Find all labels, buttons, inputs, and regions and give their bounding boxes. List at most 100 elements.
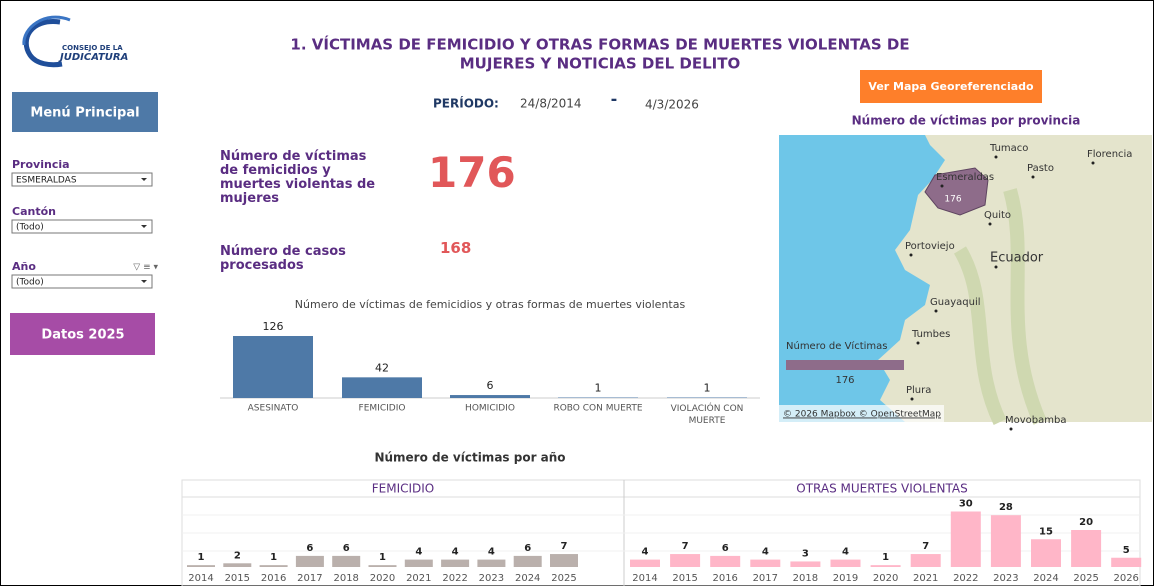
x-tick-label: 2025 bbox=[1073, 573, 1098, 584]
x-tick-label: 2015 bbox=[672, 573, 697, 584]
dropdown-arrow[interactable] bbox=[141, 225, 147, 228]
data-button[interactable] bbox=[10, 313, 155, 355]
bar bbox=[550, 554, 578, 567]
filter-select[interactable] bbox=[11, 172, 153, 187]
data-label: 7 bbox=[682, 541, 689, 552]
data-label: 4 bbox=[488, 547, 495, 558]
x-tick-label: 2016 bbox=[712, 573, 737, 584]
x-tick-label: 2014 bbox=[632, 573, 657, 584]
filter-select[interactable] bbox=[11, 219, 153, 234]
bar bbox=[259, 565, 288, 567]
bar bbox=[450, 395, 530, 398]
period-end: 4/3/2026 bbox=[645, 98, 699, 112]
map-label: Florencia bbox=[1087, 149, 1132, 160]
bar bbox=[790, 561, 821, 567]
map-label: Tumaco bbox=[989, 143, 1028, 154]
map-label: Guayaquil bbox=[930, 297, 981, 308]
map-city-dot bbox=[994, 155, 998, 159]
period-separator: - bbox=[611, 90, 618, 109]
x-tick-label: 2022 bbox=[442, 573, 467, 584]
map-legend-bar bbox=[786, 360, 904, 370]
logo-text: JUDICATURA bbox=[58, 52, 128, 63]
map-terrain bbox=[953, 188, 1047, 426]
filter-label: Provincia bbox=[12, 158, 70, 171]
bar bbox=[1071, 530, 1102, 567]
data-label: 126 bbox=[263, 320, 284, 333]
filter-value[interactable]: (Todo) bbox=[16, 223, 44, 233]
title: MUJERES Y NOTICIAS DEL DELITO bbox=[460, 55, 740, 73]
data-button-label[interactable]: Datos 2025 bbox=[41, 328, 124, 343]
data-label: 28 bbox=[999, 502, 1013, 513]
x-tick-label: 2015 bbox=[225, 573, 250, 584]
filter-value[interactable]: ESMERALDAS bbox=[16, 176, 77, 186]
map-city-dot bbox=[916, 341, 920, 345]
map-button[interactable] bbox=[860, 70, 1042, 103]
x-tick-label: 2021 bbox=[406, 573, 431, 584]
data-label: 7 bbox=[922, 541, 929, 552]
data-label: 1 bbox=[704, 382, 711, 395]
data-label: 7 bbox=[561, 541, 568, 552]
data-label: 15 bbox=[1039, 526, 1053, 537]
x-tick-label: 2020 bbox=[370, 573, 395, 584]
bar bbox=[670, 554, 701, 567]
dropdown-arrow[interactable] bbox=[141, 280, 147, 283]
map-label: Movobamba bbox=[1005, 415, 1066, 426]
x-tick-label: 2020 bbox=[873, 573, 898, 584]
data-label: 1 bbox=[595, 382, 602, 395]
x-tick-label: 2019 bbox=[833, 573, 858, 584]
map-city-dot bbox=[994, 265, 998, 269]
bar bbox=[830, 559, 861, 567]
menu-button-label[interactable]: Menú Principal bbox=[30, 106, 139, 121]
x-tick-label: ROBO CON MUERTE bbox=[553, 404, 642, 414]
data-label: 5 bbox=[1123, 545, 1130, 556]
x-tick-label: 2018 bbox=[333, 573, 358, 584]
map-legend-title: Número de Víctimas bbox=[786, 340, 887, 352]
menu-button[interactable] bbox=[12, 92, 158, 132]
data-label: 1 bbox=[379, 552, 386, 563]
kpi-label: Número de víctimas de femicidios y muert… bbox=[220, 149, 376, 206]
title: 1. VÍCTIMAS DE FEMICIDIO Y OTRAS FORMAS … bbox=[290, 35, 909, 54]
data-label: 1 bbox=[882, 552, 889, 563]
data-label: 2 bbox=[234, 550, 241, 561]
dropdown-arrow[interactable] bbox=[141, 178, 147, 181]
data-label: 6 bbox=[722, 543, 729, 554]
map-label: Pasto bbox=[1027, 163, 1054, 174]
x-tick-label: ASESINATO bbox=[248, 404, 299, 414]
map-city-dot bbox=[910, 397, 914, 401]
map-province-value: 176 bbox=[944, 195, 961, 205]
bar bbox=[187, 565, 215, 567]
map-label: Ecuador bbox=[990, 251, 1044, 266]
map-label: Tumbes bbox=[911, 329, 950, 340]
x-tick-label: 2025 bbox=[551, 573, 576, 584]
filter-label: Año bbox=[12, 260, 36, 273]
map-button-label[interactable]: Ver Mapa Georeferenciado bbox=[868, 80, 1034, 93]
bar bbox=[950, 511, 981, 567]
filter-select[interactable] bbox=[11, 274, 153, 289]
data-label: 3 bbox=[802, 548, 809, 559]
bar bbox=[332, 555, 361, 567]
period-start: 24/8/2014 bbox=[520, 97, 582, 111]
map-city-dot bbox=[1091, 161, 1095, 165]
data-label: 4 bbox=[642, 547, 649, 558]
panel-title: OTRAS MUERTES VIOLENTAS bbox=[796, 482, 967, 496]
x-tick-label: FEMICIDIO bbox=[359, 404, 406, 414]
filter-value[interactable]: (Todo) bbox=[16, 278, 44, 288]
filter-label: Cantón bbox=[12, 205, 56, 218]
bar bbox=[404, 559, 433, 567]
map-city-dot bbox=[909, 253, 913, 257]
x-tick-label: 2014 bbox=[188, 573, 213, 584]
map-city-dot bbox=[940, 184, 944, 188]
map-attribution: © 2026 Mapbox © OpenStreetMap bbox=[783, 410, 941, 420]
data-label: 1 bbox=[270, 552, 277, 563]
data-label: 6 bbox=[343, 543, 350, 554]
bar bbox=[630, 559, 660, 567]
x-tick-label: 2024 bbox=[515, 573, 540, 584]
x-tick-label: 2016 bbox=[261, 573, 286, 584]
bar bbox=[1031, 539, 1061, 567]
chart-title: Número de víctimas de femicidios y otras… bbox=[295, 298, 686, 311]
data-label: 6 bbox=[487, 379, 494, 392]
logo: CONSEJO DE LA JUDICATURA bbox=[22, 15, 128, 68]
map-label: Esmeraldas bbox=[936, 172, 994, 183]
